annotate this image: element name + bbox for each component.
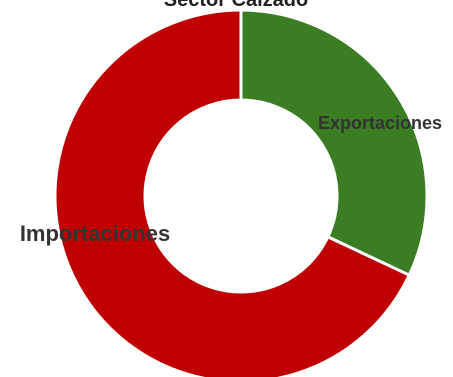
chart-title: Sector Calzado: [164, 0, 308, 11]
slice-label-importaciones: Importaciones: [20, 221, 170, 246]
slice-labels: Exportaciones Importaciones: [20, 113, 442, 246]
donut-slices: [53, 8, 429, 377]
slice-exportaciones: [239, 8, 429, 278]
slice-label-exportaciones: Exportaciones: [318, 113, 442, 133]
slice-importaciones: [53, 8, 412, 377]
